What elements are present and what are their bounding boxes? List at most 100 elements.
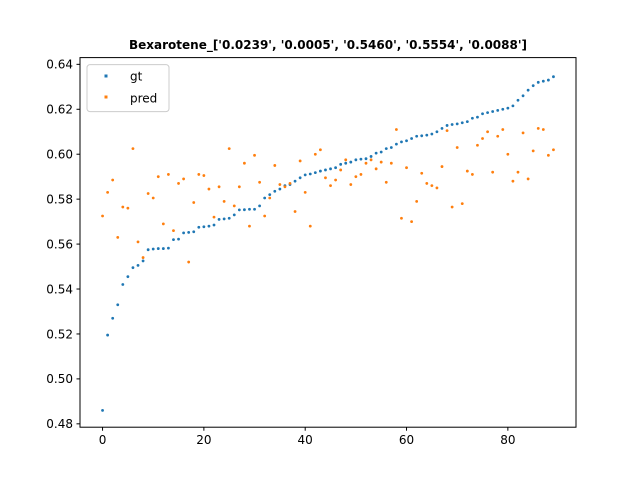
gt-point <box>536 80 540 84</box>
legend-label-gt: gt <box>130 69 143 83</box>
plot-frame <box>79 57 577 428</box>
pred-point <box>526 177 530 181</box>
pred-point <box>161 222 165 226</box>
pred-point <box>121 205 125 209</box>
pred-point <box>531 149 535 153</box>
pred-point <box>465 169 469 173</box>
gt-point <box>319 169 322 173</box>
pred-point <box>293 210 297 213</box>
gt-point <box>207 224 211 228</box>
pred-point <box>172 229 175 233</box>
gt-point <box>384 147 388 150</box>
pred-point <box>369 158 373 162</box>
pred-point <box>151 196 155 200</box>
gt-point <box>106 333 110 337</box>
gt-point <box>476 115 479 119</box>
pred-point <box>288 182 292 185</box>
pred-point <box>111 178 115 182</box>
pred-point <box>232 204 236 208</box>
gt-point <box>151 247 155 251</box>
pred-point <box>298 159 302 163</box>
pred-point <box>405 166 408 170</box>
pred-point <box>273 164 277 167</box>
gt-point <box>303 173 307 177</box>
gt-point <box>359 157 363 161</box>
gt-point <box>501 107 505 111</box>
x-tick-label: 40 <box>298 433 313 447</box>
chart-title: Bexarotene_['0.0239', '0.0005', '0.5460'… <box>129 38 527 53</box>
pred-point <box>136 240 140 244</box>
gt-point <box>212 223 216 227</box>
gt-point <box>258 204 262 208</box>
pred-point <box>445 129 449 133</box>
gt-point <box>546 78 550 82</box>
gt-point <box>455 122 459 126</box>
pred-point <box>364 161 368 165</box>
pred-point <box>253 153 256 157</box>
plot-area <box>80 57 576 428</box>
gt-point <box>465 120 469 124</box>
gt-point <box>339 162 343 166</box>
gt-point <box>141 259 145 263</box>
pred-point <box>146 192 150 195</box>
pred-point <box>460 202 464 206</box>
gt-point <box>263 196 267 200</box>
gt-point <box>248 207 251 211</box>
y-tick-label: 0.64 <box>46 58 73 72</box>
gt-point <box>470 116 474 120</box>
pred-point <box>324 176 327 180</box>
gt-point <box>253 207 256 211</box>
pred-point <box>217 185 221 189</box>
pred-point <box>552 148 555 152</box>
gt-point <box>400 140 403 144</box>
gt-point <box>156 247 160 250</box>
pred-point <box>248 224 251 228</box>
pred-point <box>207 187 211 191</box>
pred-point <box>106 191 110 194</box>
y-tick-label: 0.56 <box>46 237 73 251</box>
pred-point <box>126 206 130 210</box>
gt-point <box>222 217 226 221</box>
pred-point <box>536 126 540 130</box>
gt-point <box>450 123 454 126</box>
gt-point <box>273 189 277 193</box>
gt-point <box>506 106 510 110</box>
pred-point <box>476 143 479 147</box>
pred-point <box>329 184 332 188</box>
legend: gt pred <box>86 64 170 113</box>
pred-point <box>131 147 135 150</box>
gt-point <box>232 213 236 217</box>
gt-point <box>227 216 231 220</box>
pred-point <box>440 165 444 168</box>
pred-point <box>237 185 241 189</box>
pred-point <box>192 201 196 204</box>
pred-point <box>283 185 287 189</box>
gt-point <box>278 187 282 191</box>
pred-point <box>101 214 104 218</box>
series-pred <box>101 126 555 264</box>
gt-point <box>379 150 383 154</box>
gt-point <box>496 109 500 112</box>
pred-point <box>521 131 525 135</box>
gt-point <box>177 237 180 241</box>
pred-point <box>319 148 322 152</box>
gt-point <box>354 158 358 162</box>
pred-point <box>258 180 262 184</box>
gt-point <box>334 166 337 170</box>
pred-point <box>491 170 495 174</box>
gt-point <box>136 264 140 267</box>
gt-point <box>552 75 555 79</box>
y-tick-label: 0.60 <box>46 148 73 162</box>
x-tick-label: 0 <box>99 433 107 447</box>
gt-point <box>187 231 191 234</box>
pred-point <box>516 170 520 174</box>
gt-point <box>430 132 434 136</box>
gt-point <box>344 161 348 165</box>
y-tick-label: 0.52 <box>46 327 73 341</box>
legend-label-pred: pred <box>130 91 157 105</box>
pred-point <box>212 215 216 219</box>
gt-point <box>420 134 424 138</box>
gt-point <box>481 112 484 116</box>
gt-point <box>435 130 439 134</box>
gt-point <box>131 266 135 270</box>
